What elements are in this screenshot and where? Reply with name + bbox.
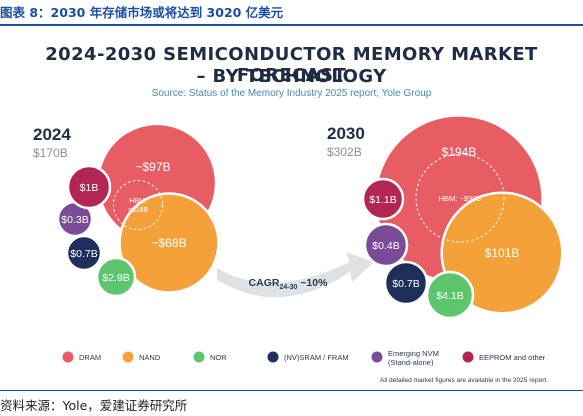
cagr-label: CAGR24-30 ~10% [249, 277, 329, 291]
bubble-nand-2024 [118, 192, 220, 294]
legend-label-emerging-nvm-stand-alone: Emerging NVM [388, 349, 439, 358]
panel-year-2024: 2024 [33, 125, 71, 144]
bubble-label-nv-sram-fram-2024: $0.7B [70, 248, 97, 260]
bubble-eeprom-and-other-2024 [66, 164, 112, 210]
bubble-label-nor-2030: $4.1B [436, 290, 463, 302]
hbm-circle-2024 [113, 180, 163, 230]
panel-total-2030: $302B [327, 145, 362, 159]
bubble-label-dram-2024: ~$97B [135, 160, 170, 174]
legend-swatch-nor [193, 351, 205, 363]
chart-footnote: All detailed market figures are availabl… [380, 377, 548, 384]
figure-caption: 图表 8：2030 年存储市场或将达到 3020 亿美元 [0, 5, 284, 20]
bubble-label-nand-2030: $101B [485, 246, 520, 260]
bubble-emerging-nvm-stand-alone-2030 [363, 222, 409, 268]
hbm-circle-2030 [415, 153, 505, 243]
legend-swatch-dram [62, 351, 74, 363]
bubble-label-dram-2030: $194B [442, 145, 477, 159]
chart-title: 2024-2030 SEMICONDUCTOR MEMORY MARKET FO… [45, 44, 538, 86]
legend-label-eeprom-and-other: EEPROM and other [479, 353, 546, 362]
legend-label2-emerging-nvm-stand-alone: (Stand-alone) [388, 358, 434, 367]
bubble-eeprom-and-other-2030 [361, 177, 405, 221]
hbm-value-2024: <$18B [128, 207, 149, 214]
legend-swatch-emerging-nvm-stand-alone [371, 351, 383, 363]
panel-total-2024: $170B [33, 146, 68, 160]
bubble-nv-sram-fram-2030 [383, 260, 429, 306]
cagr-arrow [217, 252, 374, 298]
hbm-label-2030: HBM: ~$98B [439, 194, 482, 203]
caption-rule [0, 24, 583, 26]
bubble-label-nv-sram-fram-2030: $0.7B [392, 278, 419, 290]
bubble-label-nand-2024: ~$68B [151, 236, 186, 250]
bubble-nand-2030 [440, 191, 564, 315]
panel-year-2030: 2030 [327, 124, 365, 143]
source-note: 资料来源：Yole，爱建证券研究所 [0, 398, 188, 413]
legend-label-dram: DRAM [79, 353, 101, 362]
legend-label-nor: NOR [210, 353, 227, 362]
hbm-label-2024: HBM: [129, 198, 147, 205]
bubble-label-emerging-nvm-stand-alone-2030: $0.4B [372, 240, 399, 252]
bubble-nor-2030 [425, 270, 475, 320]
legend-swatch-nv-sram-fram [267, 351, 279, 363]
legend-label-nand: NAND [139, 353, 161, 362]
chart-subtitle: Source: Status of the Memory Industry 20… [151, 88, 432, 99]
source-rule [0, 390, 583, 391]
legend-swatch-eeprom-and-other [462, 351, 474, 363]
bubble-label-eeprom-and-other-2030: $1.1B [369, 194, 396, 206]
bubble-label-nor-2024: $2.9B [102, 272, 129, 284]
bubble-label-eeprom-and-other-2024: $1B [80, 182, 99, 194]
legend-label-nv-sram-fram: (NV)SRAM / FRAM [284, 353, 349, 362]
chart-title-line2: – BY TECHNOLOGY [196, 66, 387, 87]
bubble-nv-sram-fram-2024 [65, 234, 103, 272]
bubble-nor-2024 [95, 256, 137, 298]
bubble-label-emerging-nvm-stand-alone-2024: $0.3B [61, 214, 88, 226]
legend-swatch-nand [122, 351, 134, 363]
